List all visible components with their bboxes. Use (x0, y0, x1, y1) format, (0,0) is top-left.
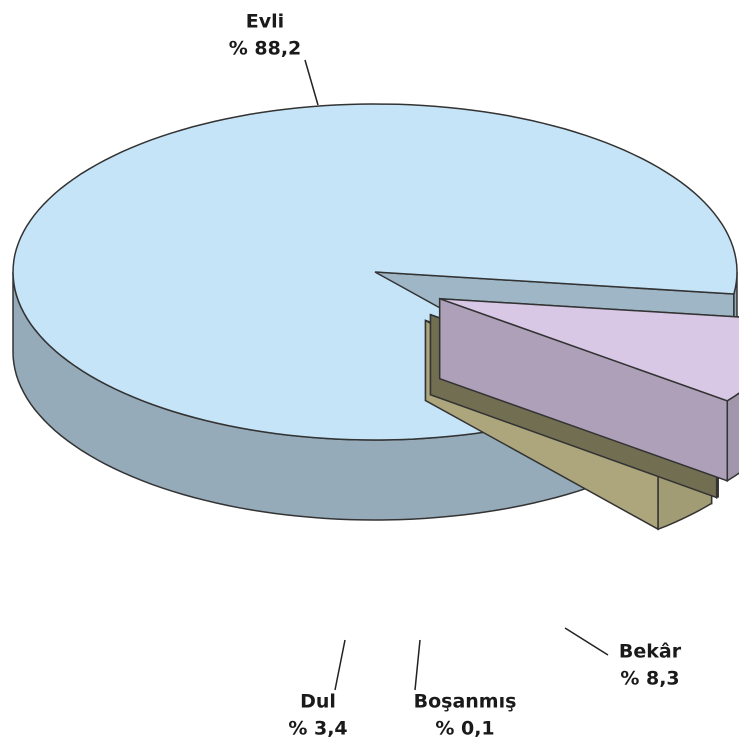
value-label: % 3,4 (288, 718, 347, 740)
slice-label: Boşanmış (414, 691, 517, 713)
slice-label: Bekâr (619, 641, 682, 663)
leader-line (304, 59, 319, 106)
value-label: % 88,2 (229, 38, 302, 60)
leader-line (414, 639, 421, 691)
slice-label: Dul (300, 691, 336, 713)
slice (439, 297, 739, 402)
slice-label: Evli (246, 11, 284, 33)
leader-line (334, 639, 346, 691)
value-label: % 8,3 (620, 668, 679, 690)
leader-line (564, 627, 609, 656)
value-label: % 0,1 (435, 718, 494, 740)
slice-wall (726, 392, 739, 483)
slice (12, 103, 738, 441)
